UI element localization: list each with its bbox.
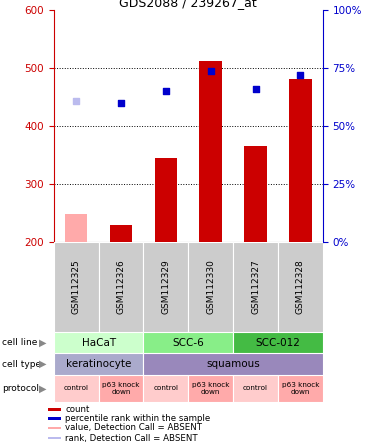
Bar: [48, 437, 61, 440]
Text: ▶: ▶: [39, 359, 46, 369]
Title: GDS2088 / 239267_at: GDS2088 / 239267_at: [119, 0, 257, 8]
Bar: [99, 242, 144, 332]
Text: ▶: ▶: [39, 338, 46, 348]
Text: percentile rank within the sample: percentile rank within the sample: [65, 414, 210, 423]
Point: [298, 72, 303, 79]
Point: [118, 99, 124, 106]
Bar: [54, 242, 99, 332]
Text: cell line: cell line: [2, 338, 37, 347]
Point: [253, 86, 259, 93]
Bar: [233, 332, 323, 353]
Bar: [65, 214, 88, 242]
Bar: [233, 242, 278, 332]
Bar: [278, 375, 323, 402]
Bar: [54, 332, 144, 353]
Bar: [110, 225, 132, 242]
Text: HaCaT: HaCaT: [82, 338, 116, 348]
Bar: [54, 353, 144, 375]
Bar: [289, 79, 312, 242]
Bar: [54, 375, 99, 402]
Bar: [144, 242, 188, 332]
Text: p63 knock
down: p63 knock down: [282, 382, 319, 395]
Bar: [48, 427, 61, 429]
Text: GSM112326: GSM112326: [116, 260, 125, 314]
Text: squamous: squamous: [206, 359, 260, 369]
Bar: [144, 375, 188, 402]
Text: control: control: [243, 385, 268, 391]
Text: p63 knock
down: p63 knock down: [102, 382, 140, 395]
Text: SCC-012: SCC-012: [256, 338, 301, 348]
Text: count: count: [65, 405, 89, 414]
Bar: [244, 146, 267, 242]
Bar: [48, 408, 61, 411]
Text: keratinocyte: keratinocyte: [66, 359, 131, 369]
Bar: [200, 61, 222, 242]
Text: rank, Detection Call = ABSENT: rank, Detection Call = ABSENT: [65, 434, 198, 443]
Text: protocol: protocol: [2, 384, 39, 393]
Text: GSM112329: GSM112329: [161, 260, 170, 314]
Text: GSM112325: GSM112325: [72, 260, 81, 314]
Bar: [144, 353, 323, 375]
Bar: [188, 375, 233, 402]
Bar: [188, 242, 233, 332]
Text: control: control: [153, 385, 178, 391]
Bar: [48, 417, 61, 420]
Text: p63 knock
down: p63 knock down: [192, 382, 229, 395]
Text: control: control: [64, 385, 89, 391]
Text: ▶: ▶: [39, 383, 46, 393]
Text: GSM112328: GSM112328: [296, 260, 305, 314]
Text: value, Detection Call = ABSENT: value, Detection Call = ABSENT: [65, 424, 202, 432]
Text: cell type: cell type: [2, 360, 41, 369]
Bar: [144, 332, 233, 353]
Text: GSM112330: GSM112330: [206, 260, 215, 314]
Text: GSM112327: GSM112327: [251, 260, 260, 314]
Text: SCC-6: SCC-6: [173, 338, 204, 348]
Bar: [278, 242, 323, 332]
Point: [208, 67, 214, 74]
Point: [73, 97, 79, 104]
Bar: [155, 158, 177, 242]
Bar: [233, 375, 278, 402]
Bar: [99, 375, 144, 402]
Point: [163, 87, 169, 95]
